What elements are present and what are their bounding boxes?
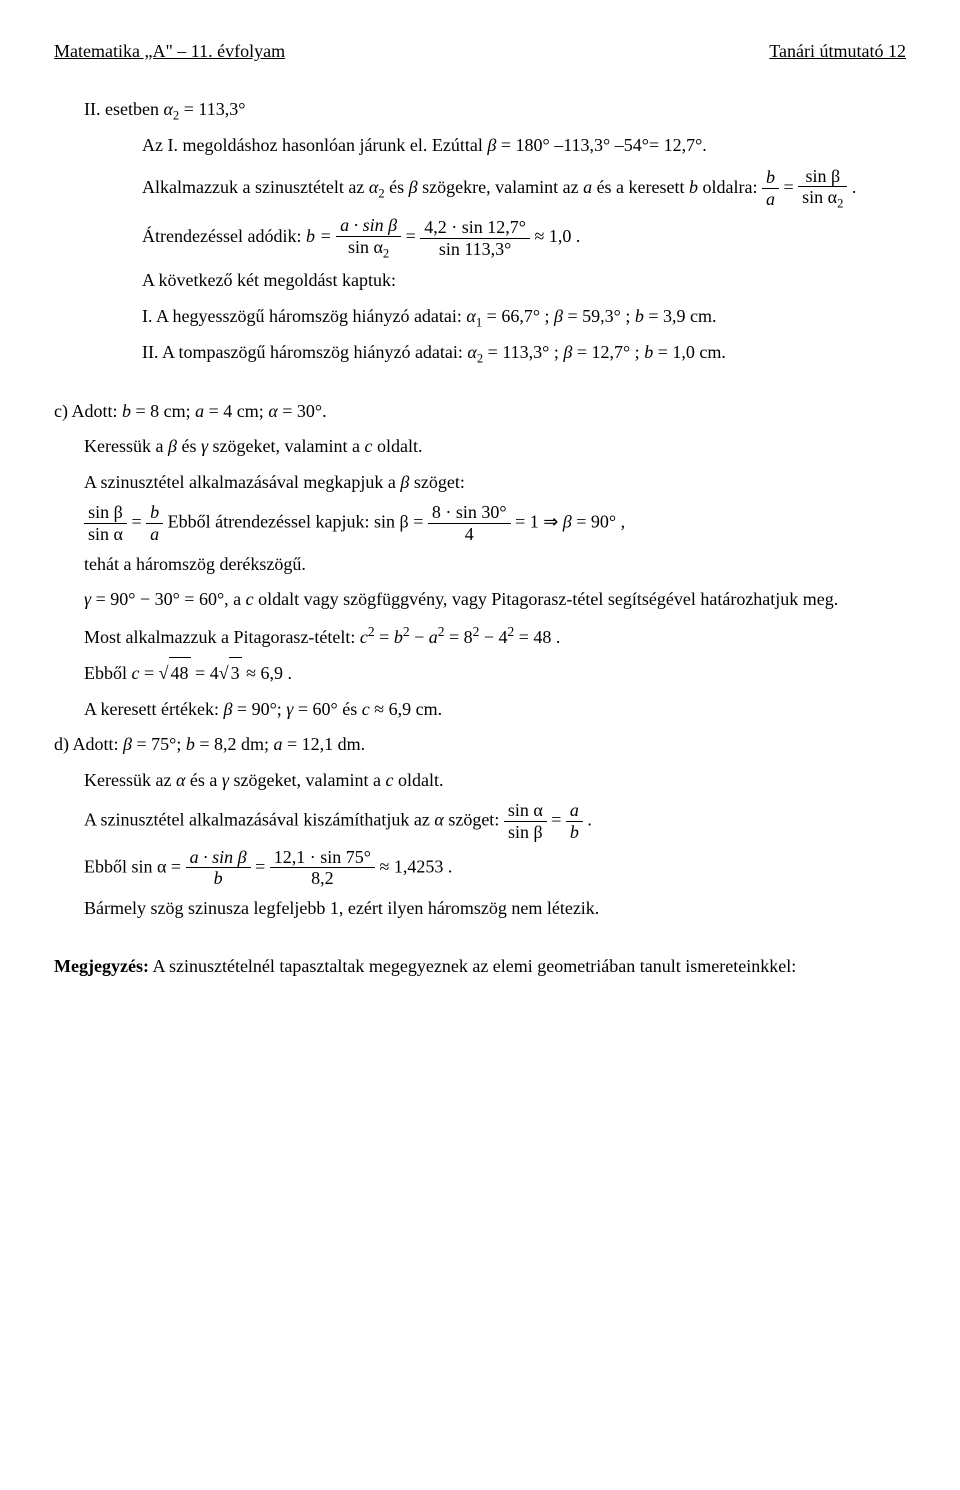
- line-d-adott: d) Adott: β = 75°; b = 8,2 dm; a = 12,1 …: [54, 729, 906, 761]
- footnote: Megjegyzés: A szinusztételnél tapasztalt…: [54, 951, 906, 983]
- line-ebbol-d: Ebből sin α = a · sin β b = 12,1 · sin 7…: [84, 847, 906, 889]
- frac-b-a: b a: [146, 502, 163, 544]
- line-atrendezes: Átrendezéssel adódik: b = a · sin β sin …: [142, 215, 906, 261]
- frac-numeric-2: 12,1 · sin 75° 8,2: [270, 847, 375, 889]
- line-keressuk-d: Keressük az α és a γ szögeket, valamint …: [84, 765, 906, 797]
- frac-b-over-a: b a: [762, 167, 779, 209]
- line-derek: tehát a háromszög derékszögű.: [84, 549, 906, 581]
- frac-sina-sinb: sin α sin β: [504, 800, 547, 842]
- sqrt-3: 3: [219, 663, 242, 683]
- frac-8sin30-4: 8 · sin 30° 4: [428, 502, 511, 544]
- footnote-label: Megjegyzés:: [54, 956, 149, 976]
- line-barmely: Bármely szög szinusza legfeljebb 1, ezér…: [84, 893, 906, 925]
- line-alkalmazzuk: Alkalmazzuk a szinusztételt az α2 és β s…: [142, 166, 906, 212]
- header-right: Tanári útmutató 12: [769, 36, 906, 68]
- line-szinusztetel-c: A szinusztétel alkalmazásával megkapjuk …: [84, 467, 906, 499]
- header-left: Matematika „A" – 11. évfolyam: [54, 36, 285, 68]
- sqrt-48: 48: [159, 663, 191, 683]
- line-pitagorasz: Most alkalmazzuk a Pitagorasz-tételt: c2…: [84, 620, 906, 654]
- line-frac-eq-c: sin β sin α = b a Ebből átrendezéssel ka…: [84, 502, 906, 544]
- line-kovetkezo: A következő két megoldást kaptuk:: [142, 265, 906, 297]
- line-az1: Az I. megoldáshoz hasonlóan járunk el. E…: [142, 130, 906, 162]
- line-c-adott: c) Adott: b = 8 cm; a = 4 cm; α = 30°.: [54, 396, 906, 428]
- line-keressuk-c: Keressük a β és γ szögeket, valamint a c…: [84, 431, 906, 463]
- line-case2: II. esetben α2 = 113,3°: [84, 94, 906, 127]
- line-sol2: II. A tompaszögű háromszög hiányzó adata…: [142, 337, 906, 370]
- frac-asinb-b: a · sin β b: [186, 847, 251, 889]
- line-sol1: I. A hegyesszögű háromszög hiányzó adata…: [142, 301, 906, 334]
- frac-a-b: a b: [566, 800, 583, 842]
- footnote-text: A szinusztételnél tapasztaltak megegyezn…: [149, 956, 796, 976]
- line-keresett: A keresett értékek: β = 90°; γ = 60° és …: [84, 694, 906, 726]
- page-header: Matematika „A" – 11. évfolyam Tanári útm…: [54, 36, 906, 68]
- line-ebbol-c: Ebből c = 48 = 43 ≈ 6,9 .: [84, 657, 906, 690]
- frac-asinb-over-sina2: a · sin β sin α2: [336, 215, 401, 261]
- line-gamma: γ = 90° − 30° = 60°, a c oldalt vagy szö…: [84, 584, 906, 616]
- frac-numeric-1: 4,2 · sin 12,7° sin 113,3°: [420, 217, 530, 259]
- frac-sinb-over-sina2: sin β sin α2: [798, 166, 847, 212]
- line-szinusztetel-d: A szinusztétel alkalmazásával kiszámítha…: [84, 800, 906, 842]
- frac-sinb-sina: sin β sin α: [84, 502, 127, 544]
